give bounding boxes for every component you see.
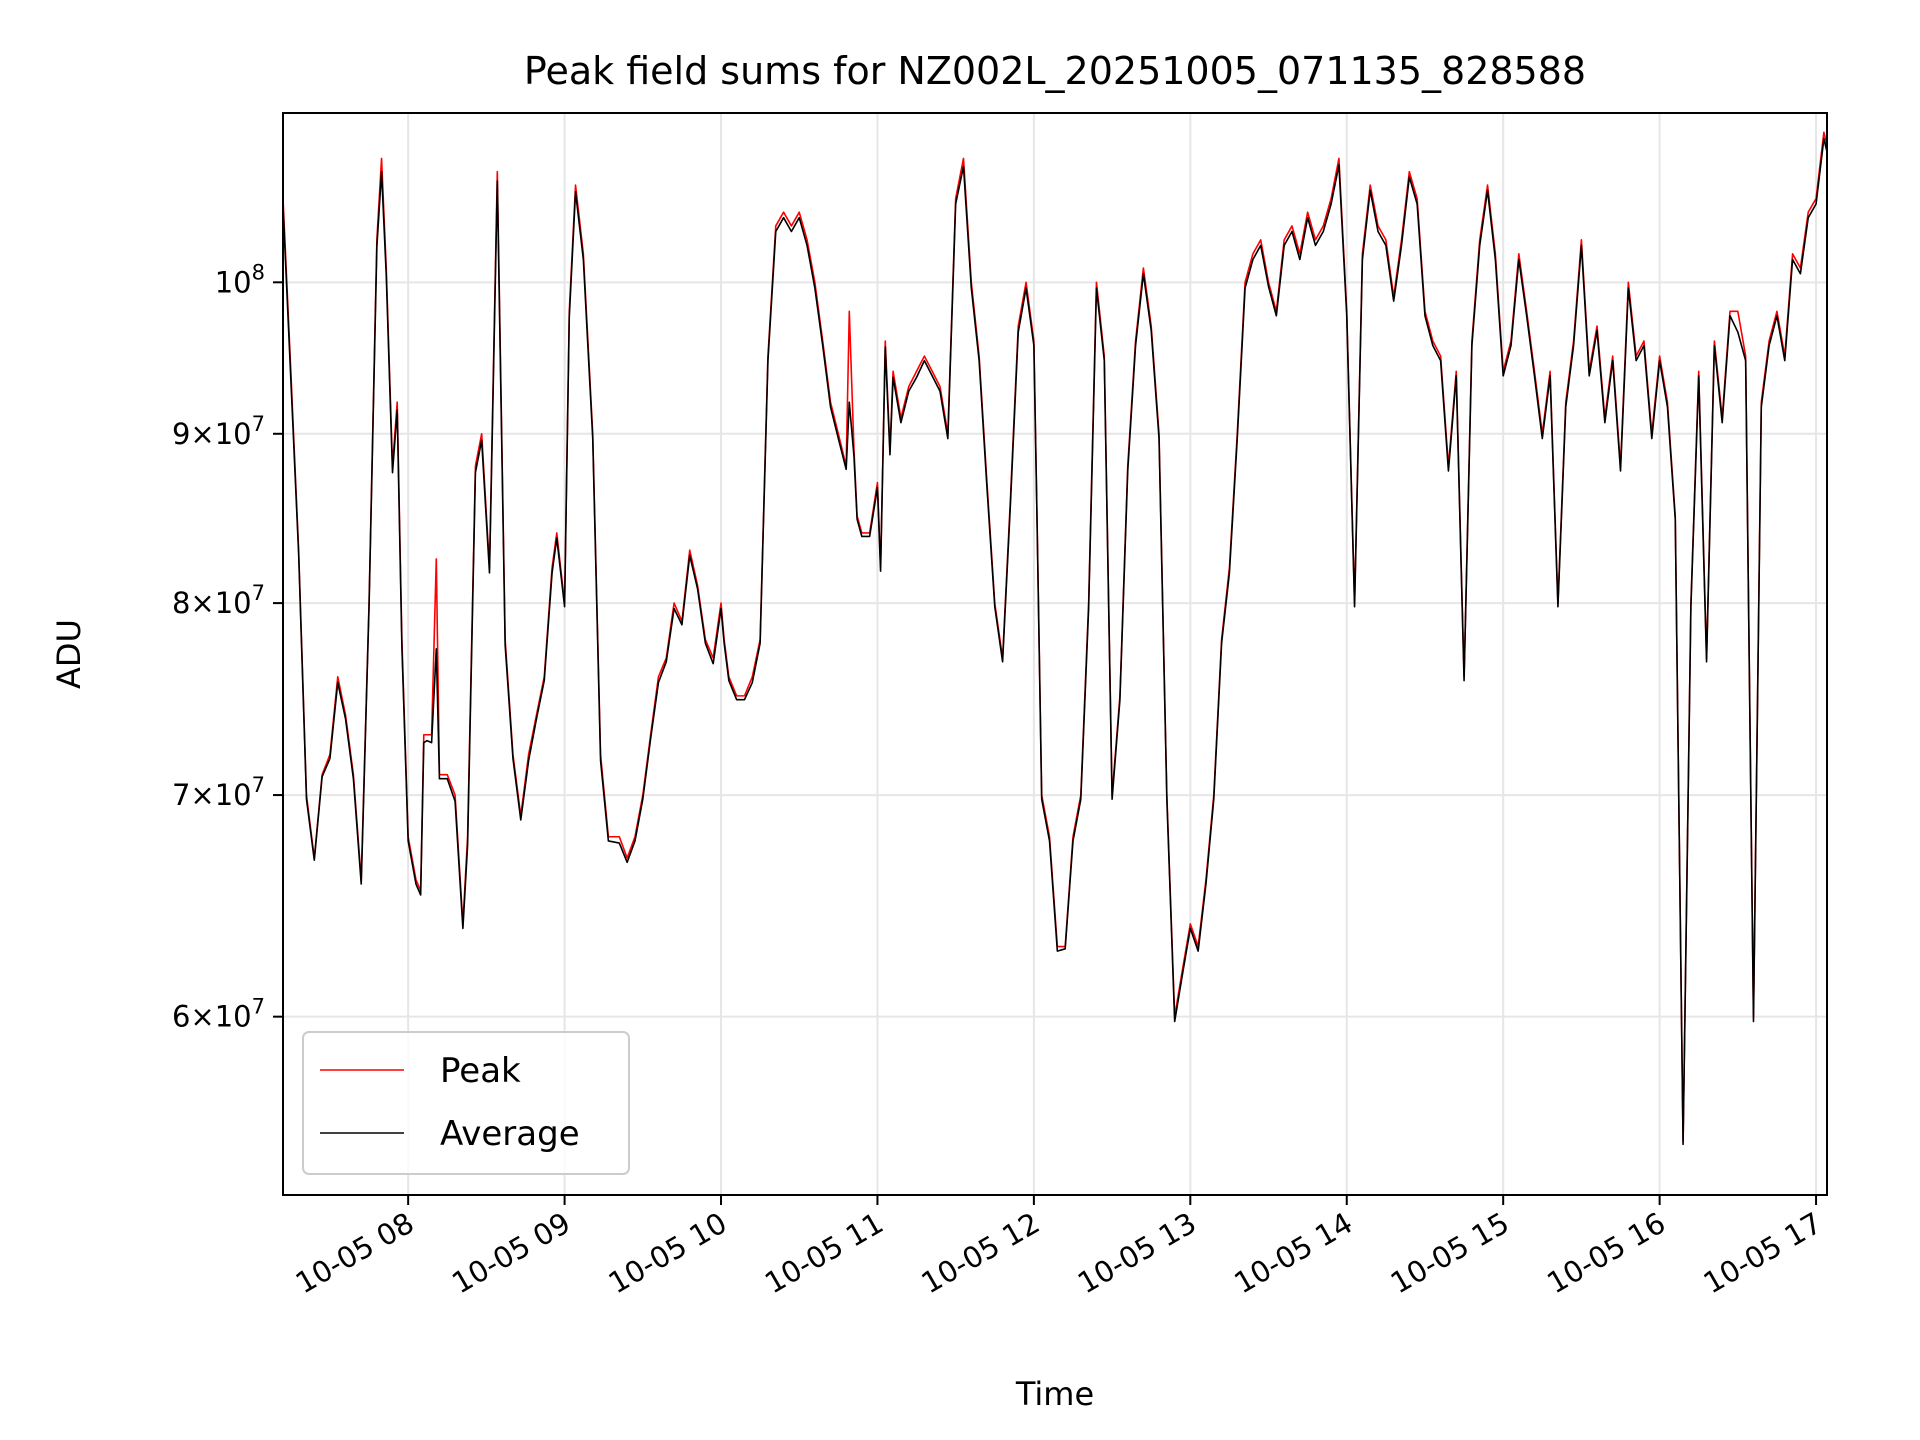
y-tick-base: 10: [215, 417, 252, 451]
y-axis-label: ADU: [50, 619, 88, 689]
y-tick-base: 10: [215, 1000, 252, 1034]
legend: Peak Average: [302, 1031, 630, 1175]
y-tick-base: 10: [215, 265, 252, 299]
legend-label-peak: Peak: [440, 1051, 521, 1091]
y-tick-exponent: 7: [252, 995, 265, 1019]
plot-frame: [282, 112, 1828, 1196]
y-tick-times: ×: [190, 1000, 214, 1034]
y-tick-exponent: 8: [252, 260, 265, 284]
x-axis-label: Time: [1015, 1375, 1094, 1413]
y-tick-times: ×: [190, 778, 214, 812]
y-tick-exponent: 7: [252, 412, 265, 436]
y-tick-label: 108: [215, 260, 265, 299]
y-tick-mantissa: 9: [172, 417, 190, 451]
legend-box: [302, 1031, 630, 1175]
y-tick-label: 9×107: [172, 412, 265, 451]
y-tick-times: ×: [190, 417, 214, 451]
y-tick-label: 8×107: [172, 581, 265, 620]
y-tick-mantissa: 7: [172, 778, 190, 812]
y-tick-exponent: 7: [252, 773, 265, 797]
y-tick-mantissa: 8: [172, 586, 190, 620]
grid: [283, 113, 1827, 1195]
y-tick-label: 6×107: [172, 995, 265, 1034]
y-tick-mantissa: 6: [172, 1000, 190, 1034]
series-line-average: [283, 137, 1827, 1146]
y-tick-label: 7×107: [172, 773, 265, 812]
y-tick-times: ×: [190, 586, 214, 620]
plot-series: [283, 131, 1827, 1146]
y-tick-base: 10: [215, 586, 252, 620]
y-tick-base: 10: [215, 778, 252, 812]
chart-title: Peak field sums for NZ002L_20251005_0711…: [524, 49, 1586, 93]
legend-label-average: Average: [440, 1114, 580, 1154]
y-tick-exponent: 7: [252, 581, 265, 605]
